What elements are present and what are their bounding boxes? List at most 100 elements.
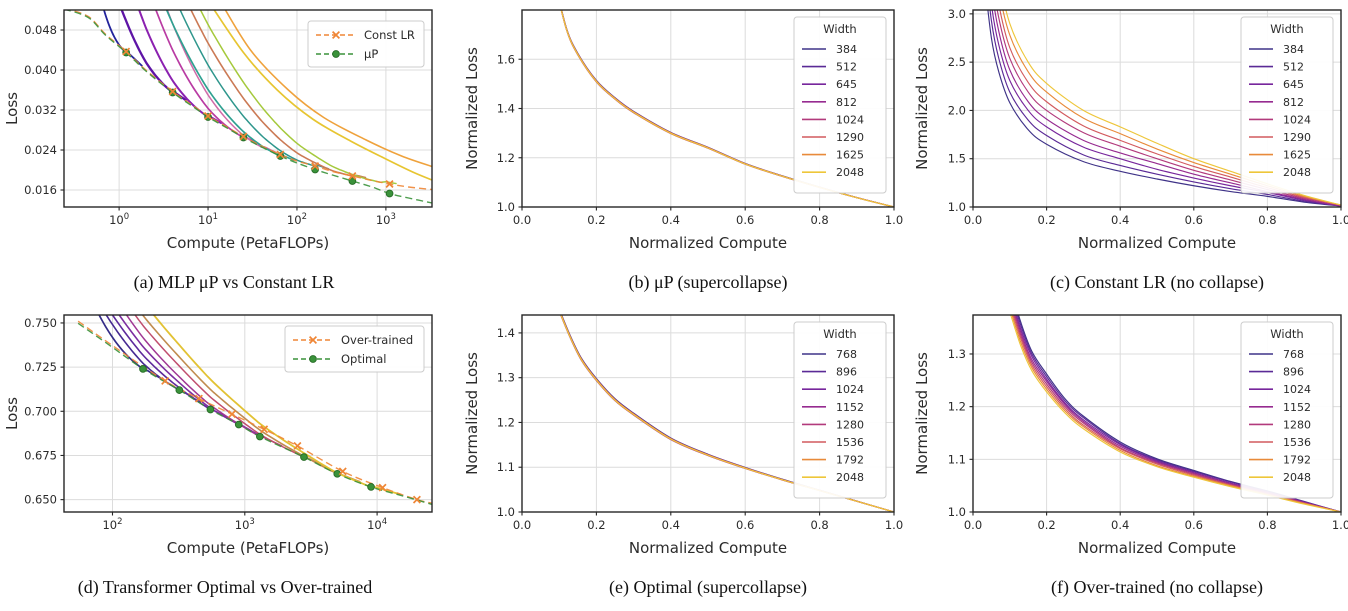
x-axis-label: Normalized Compute: [1078, 539, 1236, 557]
xtick-label: 0.2: [1037, 518, 1055, 532]
tuned-run-curve-9: [213, 10, 432, 181]
xtick-label: 0.0: [964, 518, 982, 532]
frontier-x-marker: [412, 495, 421, 504]
xtick-label: 0.4: [1111, 213, 1129, 227]
tick-labels: 1.0 1.2 1.4 1.6 0.0 0.2 0.4 0.6 0.8 1.0: [497, 52, 903, 227]
frontier-x-marker: [276, 150, 285, 159]
legend-entry-label: 645: [1283, 78, 1304, 91]
y-axis-label: Normalized Loss: [463, 352, 481, 475]
legend-entry-label: 645: [836, 78, 857, 91]
ytick-label: 3.0: [948, 7, 966, 21]
legend: Const LR μP: [307, 20, 425, 68]
ytick-label: 1.4: [497, 326, 515, 340]
ytick-label: 2.5: [948, 55, 966, 69]
legend-box: [1240, 321, 1334, 499]
xtick-label: 102: [102, 517, 122, 532]
legend-entry-label: 384: [1283, 43, 1304, 56]
frontier-x-marker: [308, 335, 318, 345]
legend: Over-trained Optimal: [284, 325, 425, 373]
xtick-label: 100: [109, 212, 129, 227]
ytick-label: 0.700: [24, 404, 57, 418]
legend-box: [793, 16, 887, 194]
ytick-label: 0.750: [24, 316, 57, 330]
legend-entry-label: 1536: [1283, 436, 1311, 449]
ytick-label: 0.650: [24, 493, 57, 507]
axes-box: [972, 9, 1342, 208]
xtick-label: 1.0: [885, 213, 903, 227]
ytick-label: 1.0: [497, 505, 515, 519]
ytick-label: 0.024: [24, 143, 57, 157]
xtick-label: 0.0: [513, 213, 531, 227]
frontier-x-marker: [293, 441, 302, 450]
legend-entry-label: 1280: [1283, 418, 1311, 431]
frontier-dot-marker: [300, 453, 308, 461]
legend-entry-label: 812: [1283, 96, 1304, 109]
legend: Width 384 512 645 812 1024 1290 1625 2048: [793, 16, 887, 194]
series-384: [987, 10, 1341, 207]
xtick-label: 0.8: [810, 213, 828, 227]
xtick-label: 0.2: [1037, 213, 1055, 227]
x-axis-label: Normalized Compute: [1078, 234, 1236, 252]
tick-labels: 1.0 1.5 2.0 2.5 3.0 0.0 0.2 0.4 0.6 0.8 1.0: [948, 7, 1348, 227]
caption-a: (a) MLP μP vs Constant LR: [133, 272, 335, 292]
tick-labels: 0.650 0.675 0.700 0.725 0.750 102 103 104: [24, 316, 387, 532]
ytick-label: 1.2: [497, 151, 515, 165]
y-axis-label: Loss: [3, 92, 21, 125]
frontier-x-marker: [194, 394, 203, 403]
tuned-run-curve-4: [166, 10, 277, 154]
caption-d: (d) Transformer Optimal vs Over-trained: [77, 577, 373, 597]
legend-entry-label: 1152: [836, 401, 864, 414]
ytick-label: 1.5: [948, 152, 966, 166]
legend-entry-label: Over-trained: [341, 333, 413, 347]
legend-entry-label: Const LR: [364, 28, 415, 42]
legend-entry-label: Optimal: [341, 352, 387, 366]
ytick-label: 1.4: [497, 102, 515, 116]
axes-box: [63, 9, 433, 208]
frontier-x-marker: [260, 425, 269, 434]
tick-labels: 1.0 1.1 1.2 1.3 0.0 0.2 0.4 0.6 0.8 1.0: [948, 347, 1348, 532]
xtick-label: 0.6: [1185, 213, 1203, 227]
axes-box: [63, 314, 433, 513]
legend-entry-label: 512: [836, 61, 857, 74]
legend-entry-label: 1792: [1283, 454, 1311, 467]
ytick-label: 1.3: [948, 347, 966, 361]
panel-d: 0.650 0.675 0.700 0.725 0.750 102 103 104 Comput…: [3, 314, 433, 557]
legend-entry-label: 2048: [836, 471, 864, 484]
legend-entry-label: 812: [836, 96, 857, 109]
tuned-run-curve-6: [179, 10, 330, 170]
legend-entry-label: 768: [836, 348, 857, 361]
plot-area: [77, 315, 432, 506]
frontier-dot-marker: [385, 189, 394, 198]
legend-entry-label: 896: [1283, 366, 1304, 379]
frontier-x-marker: [204, 111, 213, 121]
frontier-dot-marker: [256, 432, 264, 441]
frontier-dot-marker: [348, 177, 357, 185]
legend: Width 768 896 1024 1152 1280 1536 1792 2048: [1240, 321, 1334, 499]
legend-entry-label: 512: [1283, 61, 1304, 74]
ytick-label: 0.016: [24, 183, 57, 197]
frontier-x-marker: [311, 161, 320, 171]
legend-box: [284, 325, 425, 373]
frontier-dot-marker: [309, 355, 317, 363]
ytick-label: 0.040: [24, 63, 57, 77]
caption-e: (e) Optimal (supercollapse): [609, 577, 807, 597]
legend-entry-label: 2048: [1283, 471, 1311, 484]
tuned-run-curve-5: [165, 10, 295, 161]
frontier-dot-marker: [206, 405, 215, 414]
panel-e: 1.0 1.1 1.2 1.3 1.4 0.0 0.2 0.4 0.6 0.8 1.0 Normali…: [463, 314, 903, 557]
xtick-label: 0.6: [1185, 518, 1203, 532]
legend-box: [793, 321, 887, 499]
frontier-dot-marker: [332, 50, 340, 58]
optimal-frontier: [77, 322, 432, 506]
xtick-label: 0.0: [513, 518, 531, 532]
legend-title: Width: [823, 327, 856, 341]
frontier-x-marker: [331, 30, 341, 40]
xtick-label: 0.8: [1258, 213, 1276, 227]
xtick-label: 103: [376, 212, 396, 227]
y-axis-label: Normalized Loss: [913, 352, 931, 475]
xtick-label: 0.4: [662, 518, 680, 532]
caption-c: (c) Constant LR (no collapse): [1050, 272, 1264, 292]
xtick-label: 101: [198, 212, 218, 227]
legend-entry-label: 2048: [836, 166, 864, 179]
legend-entry-label: 1152: [1283, 401, 1311, 414]
